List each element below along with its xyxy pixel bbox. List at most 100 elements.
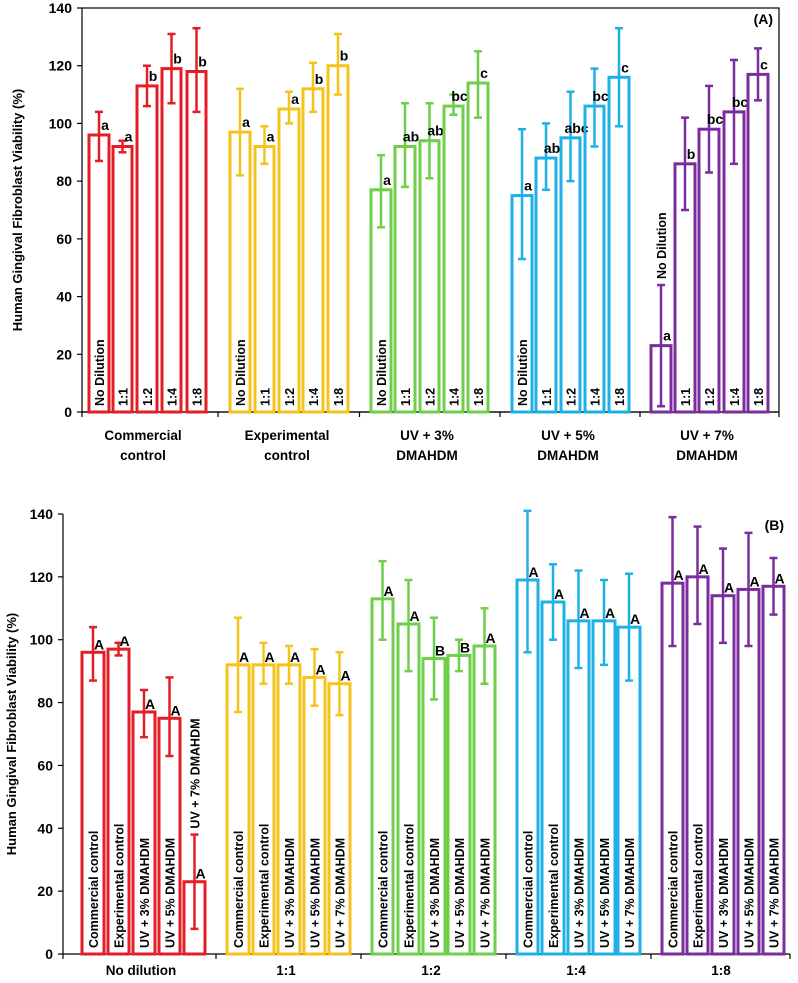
bar-label: UV + 3% DMAHDM	[573, 838, 587, 948]
significance-letter: A	[264, 649, 274, 665]
bar-label: UV + 3% DMAHDM	[428, 838, 442, 948]
y-axis-label: Human Gingival Fibroblast Viability (%)	[4, 613, 19, 855]
category-label: 1:8	[711, 963, 731, 978]
bar	[418, 139, 441, 414]
significance-letter: A	[554, 586, 564, 602]
y-tick-label: 60	[37, 757, 53, 773]
bar	[442, 104, 465, 414]
bar	[135, 84, 159, 414]
bar	[534, 156, 558, 414]
panel-label: (B)	[765, 517, 784, 533]
bar-label: Commercial control	[522, 831, 536, 948]
bar-label: No Dilution	[516, 339, 530, 406]
significance-letter: B	[435, 643, 445, 659]
bar	[185, 69, 208, 414]
significance-letter: A	[290, 649, 300, 665]
bar-label: 1:4	[589, 388, 603, 406]
significance-letter: b	[340, 48, 349, 64]
significance-letter: A	[170, 702, 180, 718]
bar-label: Commercial control	[377, 831, 391, 948]
significance-letter: c	[480, 65, 488, 81]
significance-letter: A	[749, 573, 759, 589]
bar-label: UV + 5% DMAHDM	[164, 838, 178, 948]
category-label: DMAHDM	[537, 448, 599, 463]
bar-label: Experimental control	[692, 824, 706, 948]
significance-letter: A	[409, 608, 419, 624]
panel-label: (A)	[754, 11, 773, 27]
significance-letter: A	[119, 633, 129, 649]
bar-label: No Dilution	[234, 339, 248, 406]
y-tick-label: 120	[30, 569, 54, 585]
significance-letter: a	[101, 117, 109, 133]
bar-label: 1:1	[259, 388, 273, 406]
bar-label: 1:1	[679, 388, 693, 406]
bar	[583, 104, 606, 414]
significance-letter: A	[528, 564, 538, 580]
significance-letter: b	[149, 68, 158, 84]
significance-letter: A	[698, 561, 708, 577]
significance-letter: b	[173, 51, 182, 67]
bar-label: 1:8	[613, 388, 627, 406]
significance-letter: a	[242, 114, 250, 130]
bar-label: No Dilution	[93, 339, 107, 406]
y-tick-label: 80	[37, 695, 53, 711]
y-tick-label: 40	[37, 820, 53, 836]
significance-letter: a	[383, 172, 391, 188]
y-tick-label: 140	[30, 506, 54, 522]
significance-letter: A	[383, 583, 393, 599]
bar-label: UV + 7% DMAHDM	[479, 838, 493, 948]
chart-panel-b: 0 20 40 60 80 100 120 140 Human Gingival Fibrobl…	[4, 506, 791, 978]
bar	[160, 67, 183, 414]
y-tick-label: 60	[56, 231, 72, 247]
significance-letter: A	[485, 630, 495, 646]
y-tick-label: 120	[49, 58, 73, 74]
significance-letter: bc	[732, 94, 749, 110]
significance-letter: A	[630, 611, 640, 627]
significance-letter: a	[125, 129, 133, 145]
bar-label: 1:1	[117, 388, 131, 406]
significance-letter: a	[663, 328, 671, 344]
significance-letter: bc	[707, 111, 724, 127]
y-tick-label: 40	[56, 289, 72, 305]
category-label: 1:2	[421, 963, 441, 978]
significance-letter: A	[145, 696, 155, 712]
significance-letter: bc	[592, 88, 609, 104]
bar-label: 1:2	[141, 388, 155, 406]
bar	[746, 72, 770, 414]
significance-letter: b	[315, 71, 324, 87]
category-label: No dilution	[106, 963, 176, 978]
bar-label: UV + 3% DMAHDM	[283, 838, 297, 948]
bar	[326, 64, 350, 414]
category-label: UV + 7%	[680, 428, 734, 443]
bar-label: 1:4	[307, 388, 321, 406]
bar-label: UV + 5% DMAHDM	[743, 838, 757, 948]
significance-letter: b	[687, 146, 696, 162]
chart-panel-a: 0 20 40 60 80 100 120 140 Human Gingival Fibrobl…	[10, 0, 780, 463]
bar-label: 1:2	[283, 388, 297, 406]
category-label: DMAHDM	[676, 448, 738, 463]
bar-label: UV + 5% DMAHDM	[309, 838, 323, 948]
bar-label: 1:8	[191, 388, 205, 406]
bar-label: 1:8	[472, 388, 486, 406]
bar-label: Experimental control	[258, 824, 272, 948]
bar-label: 1:2	[565, 388, 579, 406]
bar-label: UV + 3% DMAHDM	[138, 838, 152, 948]
bar-label: 1:2	[703, 388, 717, 406]
significance-letter: A	[724, 580, 734, 596]
category-label: UV + 3%	[400, 428, 454, 443]
significance-letter: ab	[403, 129, 419, 145]
significance-letter: ab	[544, 140, 560, 156]
y-tick-label: 0	[64, 404, 72, 420]
significance-letter: c	[760, 56, 768, 72]
y-tick-label: 80	[56, 173, 72, 189]
bar-label: Experimental control	[403, 824, 417, 948]
bar-label: 1:4	[728, 388, 742, 406]
significance-letter: A	[195, 866, 205, 882]
category-label: Experimental	[245, 428, 330, 443]
y-tick-label: 20	[56, 346, 72, 362]
significance-letter: a	[524, 178, 532, 194]
category-label: DMAHDM	[396, 448, 458, 463]
bar-label: 1:4	[166, 388, 180, 406]
bar-label: No Dilution	[375, 339, 389, 406]
bar-label: UV + 7% DMAHDM	[189, 718, 203, 828]
